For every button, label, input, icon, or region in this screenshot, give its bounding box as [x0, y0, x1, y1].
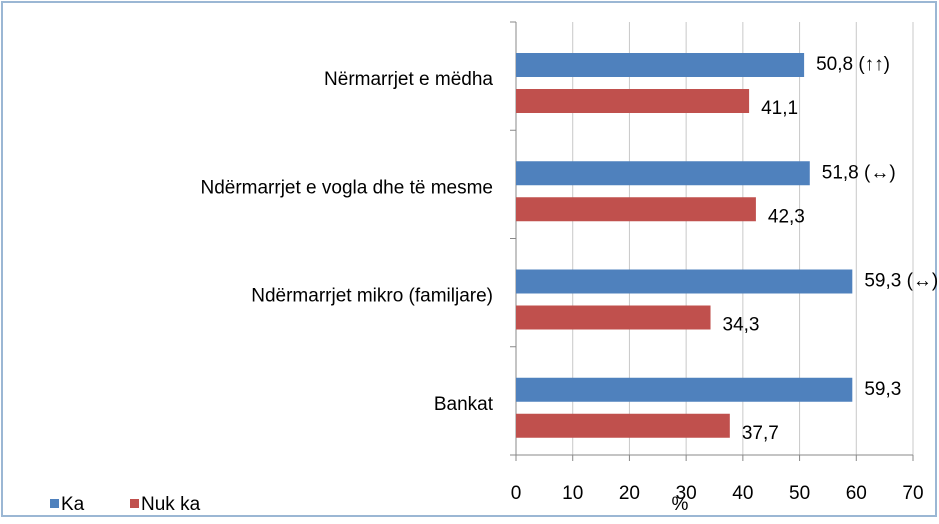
- bar: [516, 377, 853, 402]
- x-tick-label: 10: [562, 483, 583, 504]
- value-label: 41,1: [761, 98, 798, 119]
- bar: [516, 89, 750, 113]
- y-tick-label: Ndërmarrjet e vogla dhe të mesme: [200, 177, 493, 198]
- x-tick-label: 60: [846, 483, 867, 504]
- x-tick-label: 30: [676, 483, 697, 504]
- bar: [516, 413, 730, 438]
- value-label: 42,3: [768, 206, 805, 227]
- y-tick-label: Ndërmarrjet mikro (familjare): [251, 286, 493, 307]
- x-tick-label: 20: [619, 483, 640, 504]
- value-label: 59,3 (↔): [864, 271, 938, 292]
- legend-swatch: [130, 499, 139, 508]
- y-tick-label: Bankat: [434, 394, 494, 415]
- x-tick-label: 50: [789, 483, 810, 504]
- value-label: 59,3: [864, 379, 901, 400]
- legend-swatch: [50, 499, 59, 508]
- bar: [516, 197, 756, 222]
- x-tick-label: 70: [902, 483, 923, 504]
- bar: [516, 161, 810, 186]
- legend-label: Ka: [61, 494, 85, 515]
- bar: [516, 53, 805, 77]
- value-label: 50,8 (↑↑): [816, 54, 890, 75]
- value-label: 34,3: [723, 315, 760, 336]
- bar: [516, 269, 853, 294]
- x-axis-label: %: [672, 494, 689, 515]
- value-label: 37,7: [742, 423, 779, 444]
- x-tick-label: 0: [511, 483, 522, 504]
- bar: [516, 305, 711, 330]
- value-label: 51,8 (↔): [822, 162, 896, 183]
- y-tick-label: Nërmarrjet e mëdha: [324, 69, 493, 90]
- x-tick-label: 40: [732, 483, 753, 504]
- legend-label: Nuk ka: [141, 494, 201, 515]
